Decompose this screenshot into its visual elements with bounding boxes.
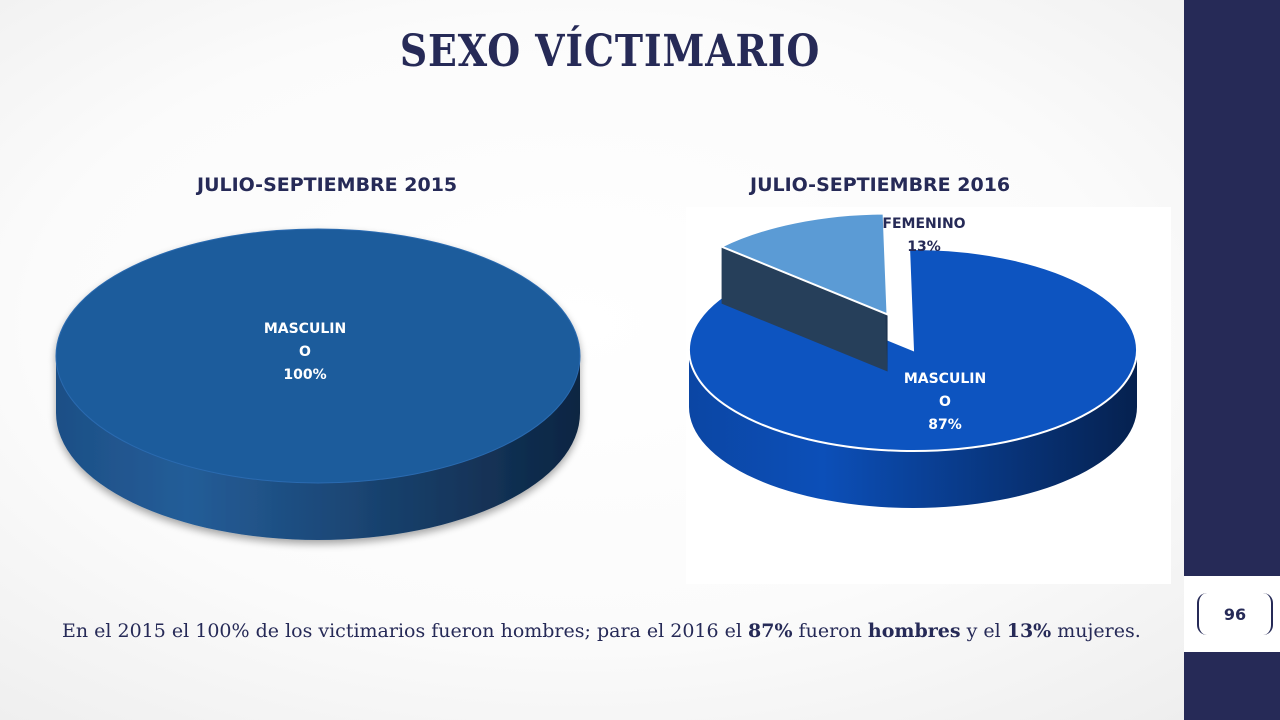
pie-2015: [55, 228, 581, 540]
pie-charts: [55, 212, 1138, 540]
pie-2016-femenino-side: [721, 246, 888, 372]
conclusion-part: y el: [960, 620, 1007, 642]
page-number: 96: [1197, 593, 1273, 635]
chart-title-2015: JULIO-SEPTIEMBRE 2015: [197, 174, 458, 196]
pie-2016: [688, 212, 1138, 508]
pie-slice-2016-masculino: [688, 248, 1138, 452]
chart-title-2016: JULIO-SEPTIEMBRE 2016: [750, 174, 1011, 196]
conclusion-part: En el 2015 el 100% de los victimarios fu…: [62, 620, 749, 642]
conclusion-part: fueron: [792, 620, 868, 642]
conclusion-highlight: hombres: [867, 620, 961, 642]
conclusion-part: mujeres.: [1051, 620, 1141, 642]
data-label-value: 87%: [928, 417, 962, 433]
pie-2016-masculino-side: [689, 350, 1137, 508]
page-number-box: [1184, 576, 1280, 652]
pie-slice-2016-femenino: [719, 212, 889, 316]
data-label-2016-femenino: FEMENINO 13%: [864, 213, 984, 259]
data-label-2015-masculino: MASCULIN O 100%: [245, 318, 365, 387]
conclusion-text: En el 2015 el 100% de los victimarios fu…: [62, 617, 1162, 645]
data-label-value: 100%: [283, 367, 327, 383]
pie-2015-side: [56, 356, 580, 540]
data-label-category-line: MASCULIN: [263, 321, 347, 337]
data-label-category-line: O: [299, 344, 311, 360]
conclusion-highlight: 87%: [748, 620, 793, 642]
data-label-2016-masculino: MASCULIN O 87%: [885, 368, 1005, 437]
data-label-category-line: FEMENINO: [882, 216, 966, 232]
pie-slice-2015-masculino: [55, 228, 581, 484]
data-label-value: 13%: [907, 239, 941, 255]
slide-title: SEXO VÍCTIMARIO: [399, 26, 821, 77]
data-label-category-line: O: [939, 394, 951, 410]
data-label-category-line: MASCULIN: [903, 371, 987, 387]
conclusion-highlight: 13%: [1006, 620, 1052, 642]
